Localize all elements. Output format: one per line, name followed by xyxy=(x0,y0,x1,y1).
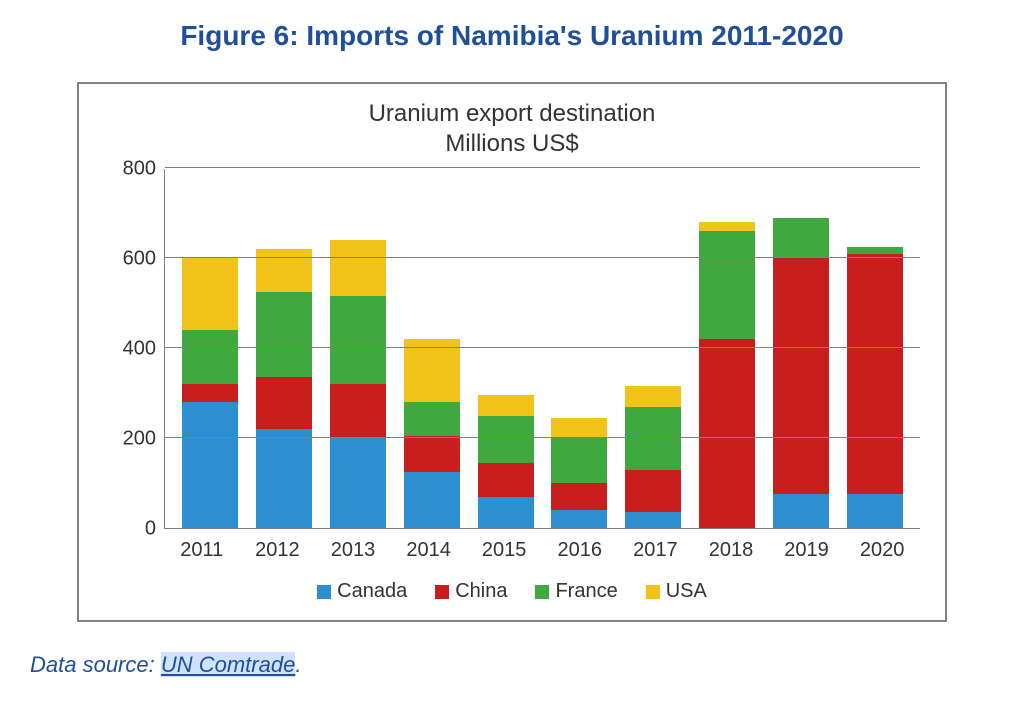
bar-segment-canada xyxy=(330,438,386,528)
bar-segment-usa xyxy=(330,240,386,296)
legend-item-canada: Canada xyxy=(317,580,407,603)
bar-segment-canada xyxy=(551,510,607,528)
bar-segment-france xyxy=(182,330,238,384)
x-axis: 2011 2012 2013 2014 2015 2016 2017 2018 2019 2020 xyxy=(104,529,920,562)
y-axis: 0200400600800 xyxy=(104,169,164,529)
chart-title-line1: Uranium export destination xyxy=(369,100,656,127)
bar-segment-usa xyxy=(404,339,460,402)
legend-swatch-icon xyxy=(317,585,331,599)
bar-segment-china xyxy=(847,254,903,495)
bar-column xyxy=(182,258,238,528)
figure-title: Figure 6: Imports of Namibia's Uranium 2… xyxy=(30,20,994,52)
source-suffix: . xyxy=(295,652,301,677)
bar-column xyxy=(478,395,534,528)
x-tick-label: 2013 xyxy=(325,539,381,562)
bar-segment-france xyxy=(478,416,534,463)
legend-label: Canada xyxy=(337,580,407,603)
bar-segment-china xyxy=(699,339,755,528)
bar-column xyxy=(625,386,681,528)
legend-item-france: France xyxy=(535,580,617,603)
data-source: Data source: UN Comtrade. xyxy=(30,652,994,678)
bar-column xyxy=(330,240,386,528)
bar-segment-canada xyxy=(625,512,681,528)
plot-area xyxy=(164,169,920,529)
gridline xyxy=(165,437,920,438)
legend-swatch-icon xyxy=(535,585,549,599)
gridline xyxy=(165,347,920,348)
bar-segment-canada xyxy=(478,497,534,529)
legend: Canada China France USA xyxy=(104,580,920,603)
bar-segment-usa xyxy=(625,386,681,406)
chart-frame: Uranium export destination Millions US$ … xyxy=(77,82,947,622)
y-tick-label: 600 xyxy=(123,248,156,271)
bar-segment-canada xyxy=(256,429,312,528)
bar-segment-china xyxy=(773,258,829,494)
bar-group xyxy=(165,169,920,528)
x-tick-label: 2019 xyxy=(779,539,835,562)
x-tick-label: 2015 xyxy=(476,539,532,562)
plot-wrap: 0200400600800 xyxy=(104,169,920,529)
y-tick-label: 800 xyxy=(123,158,156,181)
bar-segment-france xyxy=(330,296,386,384)
bar-segment-china xyxy=(330,384,386,438)
bar-segment-france xyxy=(625,407,681,470)
x-tick-label: 2018 xyxy=(703,539,759,562)
legend-swatch-icon xyxy=(646,585,660,599)
legend-item-china: China xyxy=(435,580,507,603)
x-tick-label: 2014 xyxy=(401,539,457,562)
bar-segment-usa xyxy=(699,222,755,231)
bar-column xyxy=(773,218,829,529)
bar-segment-china xyxy=(404,436,460,472)
x-tick-label: 2016 xyxy=(552,539,608,562)
bar-segment-china xyxy=(478,463,534,497)
bar-segment-canada xyxy=(773,494,829,528)
y-tick-label: 0 xyxy=(145,518,156,541)
bar-segment-france xyxy=(773,218,829,259)
x-tick-label: 2017 xyxy=(627,539,683,562)
bar-segment-france xyxy=(699,231,755,339)
gridline xyxy=(165,257,920,258)
chart-title: Uranium export destination Millions US$ xyxy=(104,99,920,159)
source-prefix: Data source: xyxy=(30,652,161,677)
bar-segment-usa xyxy=(182,258,238,330)
bar-segment-canada xyxy=(404,472,460,528)
bar-segment-canada xyxy=(182,402,238,528)
bar-column xyxy=(256,249,312,528)
bar-segment-china xyxy=(182,384,238,402)
bar-segment-france xyxy=(404,402,460,436)
bar-segment-france xyxy=(551,438,607,483)
bar-segment-china xyxy=(551,483,607,510)
bar-column xyxy=(551,418,607,528)
bar-column xyxy=(847,247,903,528)
legend-label: China xyxy=(455,580,507,603)
bar-segment-china xyxy=(625,470,681,513)
bar-column xyxy=(699,222,755,528)
source-link[interactable]: UN Comtrade xyxy=(161,652,295,677)
bar-segment-usa xyxy=(478,395,534,415)
bar-segment-canada xyxy=(847,494,903,528)
bar-column xyxy=(404,339,460,528)
bar-segment-china xyxy=(256,377,312,429)
legend-label: France xyxy=(555,580,617,603)
legend-item-usa: USA xyxy=(646,580,707,603)
x-tick-label: 2020 xyxy=(854,539,910,562)
y-tick-label: 200 xyxy=(123,428,156,451)
y-tick-label: 400 xyxy=(123,338,156,361)
bar-segment-france xyxy=(256,292,312,378)
chart-title-line2: Millions US$ xyxy=(445,130,578,157)
bar-segment-usa xyxy=(256,249,312,292)
bar-segment-france xyxy=(847,247,903,254)
legend-label: USA xyxy=(666,580,707,603)
legend-swatch-icon xyxy=(435,585,449,599)
x-tick-label: 2011 xyxy=(174,539,230,562)
x-tick-label: 2012 xyxy=(249,539,305,562)
gridline xyxy=(165,167,920,168)
bar-segment-usa xyxy=(551,418,607,438)
